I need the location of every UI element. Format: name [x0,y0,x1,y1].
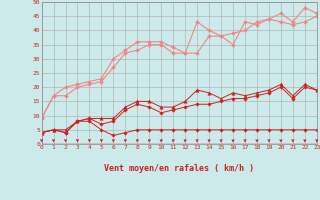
X-axis label: Vent moyen/en rafales ( km/h ): Vent moyen/en rafales ( km/h ) [104,164,254,173]
